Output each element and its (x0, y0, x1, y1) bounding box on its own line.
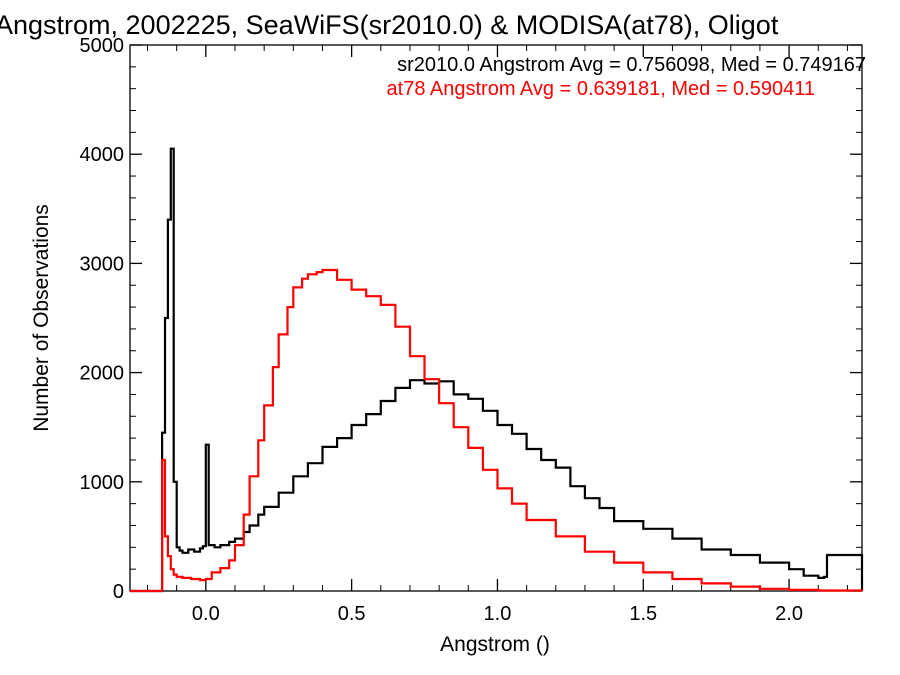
legend-entry-at78: at78 Angstrom Avg = 0.639181, Med = 0.59… (387, 78, 815, 100)
y-tick-label: 4000 (80, 144, 125, 166)
x-tick-label: 0.0 (192, 603, 220, 625)
plot-frame (129, 44, 863, 592)
plot-border (129, 44, 863, 592)
series-at78-histogram (130, 268, 864, 593)
legend-entry-sr2010: sr2010.0 Angstrom Avg = 0.756098, Med = … (397, 54, 866, 76)
y-axis: 0 1000 2000 3000 4000 5000 (80, 35, 862, 603)
series-layer (130, 147, 864, 593)
x-axis: 0.0 0.5 1.0 1.5 2.0 (146, 45, 848, 625)
series-sr2010-histogram (130, 147, 864, 593)
y-tick-label: 2000 (80, 363, 125, 385)
x-axis-label: Angstrom () (440, 633, 550, 656)
y-axis-label: Number of Observations (30, 204, 53, 432)
x-tick-label: 0.5 (338, 603, 366, 625)
y-tick-label: 0 (113, 581, 124, 603)
x-tick-label: 1.0 (484, 603, 512, 625)
x-tick-label: 1.5 (629, 603, 657, 625)
chart-title: Angstrom, 2002225, SeaWiFS(sr2010.0) & M… (0, 10, 779, 40)
y-tick-label: 3000 (80, 253, 125, 275)
y-tick-label: 5000 (80, 35, 125, 57)
y-tick-label: 1000 (80, 472, 125, 494)
x-tick-label: 2.0 (775, 603, 803, 625)
